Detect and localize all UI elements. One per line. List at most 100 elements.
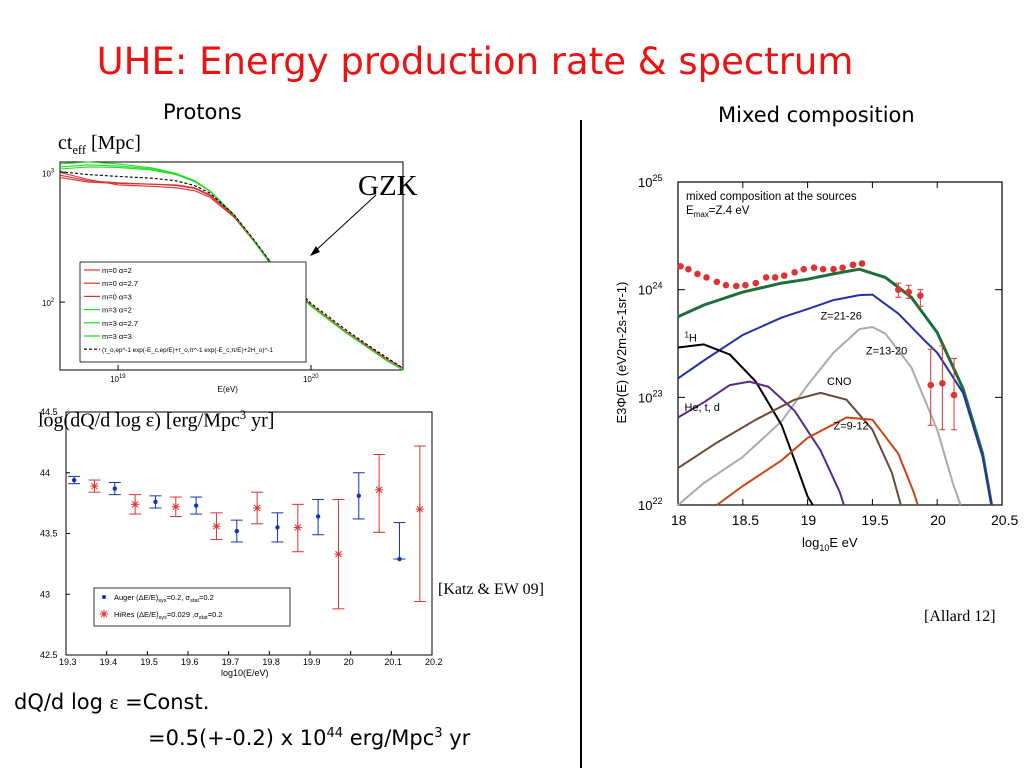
hires-point xyxy=(90,482,99,491)
x-tick-label: 19 xyxy=(801,512,817,528)
x-axis-label: log10(E/eV) xyxy=(221,668,269,678)
x-tick-label: 19.3 xyxy=(59,657,77,667)
data-point xyxy=(703,274,710,281)
curve-cno xyxy=(677,391,902,506)
chart-title: mixed composition at the sources xyxy=(686,191,857,203)
y-tick-label: 42.5 xyxy=(40,650,58,660)
x-tick-label: 20.5 xyxy=(991,512,1018,528)
curve-1h xyxy=(677,343,814,506)
curve-he-t-d xyxy=(677,380,845,506)
hires-point xyxy=(293,523,302,532)
curve-label: CNO xyxy=(827,376,852,388)
data-point xyxy=(685,265,692,273)
allard-reference: [Allard 12] xyxy=(924,608,996,625)
data-point xyxy=(722,281,730,289)
y-tick-label: 44 xyxy=(40,468,50,478)
data-point xyxy=(742,281,749,289)
legend-item: (τ_o,ep^-1 exp(-E_c,ep/E)+τ_o,π^-1 exp(-… xyxy=(102,347,273,354)
legend-box xyxy=(93,587,291,627)
equation-line-2: =0.5(+-0.2) x 1044 erg/Mpc3 yr xyxy=(148,726,471,750)
data-point xyxy=(780,272,788,279)
mixed-composition-label: Mixed composition xyxy=(718,103,915,127)
x-axis-label: E(eV) xyxy=(218,385,239,394)
gzk-arrow xyxy=(312,194,377,254)
legend-item: m=0 α=2 xyxy=(102,266,132,275)
y-tick-label: 103 xyxy=(42,168,55,178)
data-point xyxy=(830,265,837,273)
curve-total xyxy=(677,267,994,506)
curve-label: Z=9-12 xyxy=(834,421,869,433)
x-tick-label: 19.8 xyxy=(262,657,280,667)
data-point xyxy=(791,268,798,276)
equation-line-1: dQ/d log ε =Const. xyxy=(14,690,210,714)
cteff-axis-label: cteff [Mpc] xyxy=(58,132,141,157)
x-tick-label: 19.7 xyxy=(222,657,240,667)
y-tick-label: 1022 xyxy=(638,496,662,513)
hires-point xyxy=(334,550,343,559)
y-tick-label: 43 xyxy=(40,589,50,599)
x-axis-label: log10E eV xyxy=(802,535,858,553)
data-point xyxy=(927,381,935,389)
mixed-composition-chart: 18 18.5 19 19.5 20 20.5 1022 1023 1024 1025 log10E… xyxy=(614,173,1018,553)
gzk-arrow-head xyxy=(310,246,320,256)
legend-item: Auger (ΔE/E)sys=0.2, σstat=0.2 xyxy=(114,593,214,604)
x-tick-label: 19.6 xyxy=(181,657,199,667)
x-tick-label: 19.5 xyxy=(140,657,158,667)
series-line-6 xyxy=(59,171,404,369)
data-point xyxy=(771,274,779,281)
production-rate-chart: 19.3 19.4 19.5 19.6 19.7 19.8 19.9 20 20.1 20.2 42… xyxy=(40,407,443,678)
legend-item: m=0 α=3 xyxy=(102,292,132,301)
data-point xyxy=(849,261,857,269)
y-tick-label: 43.5 xyxy=(40,529,58,539)
y-tick-label: 44.5 xyxy=(40,407,58,417)
curve-label: Z=21-26 xyxy=(821,310,862,322)
auger-point xyxy=(153,499,158,505)
x-tick-label: 19.4 xyxy=(100,657,118,667)
data-point xyxy=(733,282,740,290)
legend-item: m=3 α=2 xyxy=(102,306,132,315)
data-point xyxy=(939,380,946,387)
x-tick-label: 1020 xyxy=(303,374,319,384)
legend-item: m=3 α=2.7 xyxy=(102,319,138,328)
x-tick-label: 20 xyxy=(930,512,946,528)
y-tick-label: 102 xyxy=(42,298,55,308)
curve-z-13-20 xyxy=(677,326,962,506)
vertical-divider xyxy=(580,120,582,768)
auger-point xyxy=(275,525,280,530)
data-point xyxy=(819,265,827,273)
x-tick-label: 19.9 xyxy=(303,657,321,667)
chart-subtitle: Emax=Z.4 eV xyxy=(686,205,750,219)
x-tick-label: 18.5 xyxy=(732,512,759,528)
x-tick-label: 20 xyxy=(344,657,354,667)
data-point xyxy=(677,262,684,270)
data-point xyxy=(839,264,846,271)
x-tick-label: 20.2 xyxy=(425,657,443,667)
data-point xyxy=(752,279,760,287)
auger-point xyxy=(397,556,402,562)
x-tick-label: 18 xyxy=(671,512,687,528)
hires-point xyxy=(131,500,140,509)
y-tick-label: 1024 xyxy=(638,281,662,298)
auger-point xyxy=(356,493,361,499)
legend-marker xyxy=(100,610,108,618)
protons-label: Protons xyxy=(163,100,242,124)
gzk-label: GZK xyxy=(358,170,418,202)
curve-label: 1H xyxy=(684,331,696,345)
legend-item: HiRes (ΔE/E)sys=0.029 ,σstat=0.2 xyxy=(114,610,223,621)
x-tick-label: 1019 xyxy=(110,374,126,384)
data-point xyxy=(810,264,818,271)
data-point xyxy=(950,391,958,399)
data-point xyxy=(713,278,721,286)
data-point xyxy=(694,270,701,278)
hires-point xyxy=(171,502,180,511)
data-point xyxy=(917,292,924,299)
y-tick-label: 1025 xyxy=(638,173,662,190)
legend-marker xyxy=(102,595,106,599)
curve-label: Z=13-20 xyxy=(866,345,907,357)
x-tick-label: 19.5 xyxy=(861,512,888,528)
data-point xyxy=(895,286,902,293)
auger-point xyxy=(193,503,199,508)
auger-point xyxy=(315,514,321,519)
x-tick-label: 20.1 xyxy=(384,657,402,667)
